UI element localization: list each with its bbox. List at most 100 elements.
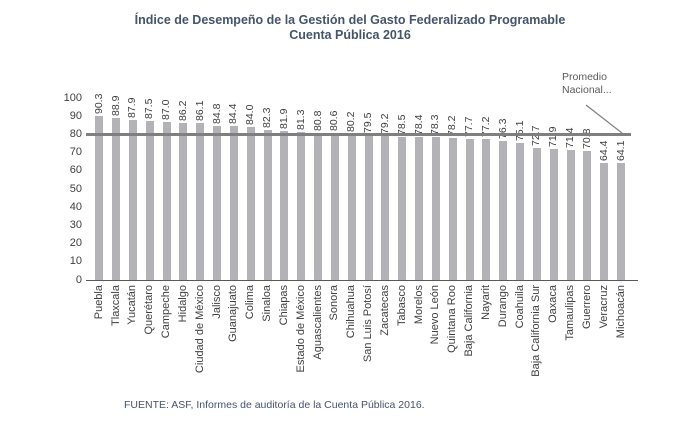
x-category-label: Oaxaca [547,285,560,323]
source-note: FUENTE: ASF, Informes de auditoría de la… [124,399,425,411]
bar [583,151,592,280]
bar [465,138,474,280]
bar-value-label: 64.4 [597,140,610,161]
x-category-label: Chihuahua [345,285,358,339]
national-average-line [86,132,631,136]
bar [415,137,424,280]
bar-value-label: 82.3 [261,107,274,129]
x-category-label: Quintana Roo [446,285,459,353]
bar [566,150,575,280]
bar-value-label: 84.0 [244,104,257,126]
bar [600,162,609,280]
bar [145,120,154,280]
x-category-label: Michoacán [614,285,627,339]
bar [95,115,104,280]
bar [448,137,457,280]
bar-value-label: 87.9 [126,97,139,119]
y-tick-label: 50 [69,182,82,195]
y-tick-label: 20 [69,237,82,250]
bar [431,137,440,280]
bar [549,149,558,280]
bar [532,147,541,280]
bar-value-label: 87.5 [143,98,156,119]
bar [263,130,272,280]
x-category-label: Tabasco [395,285,408,326]
bar [162,121,171,280]
y-tick-label: 40 [69,200,82,213]
bar-value-label: 84.8 [210,103,223,124]
x-category-label: Puebla [92,285,105,320]
x-category-label: Morelos [412,285,425,325]
y-tick-label: 30 [69,218,82,231]
bar-value-label: 86.2 [176,100,189,122]
x-category-label: Veracruz [597,285,610,329]
bar-value-label: 78.2 [446,115,459,136]
bar [112,118,121,280]
bar-value-label: 84.4 [227,103,240,125]
bar-value-label: 81.3 [294,109,307,131]
x-category-label: Sinaloa [261,285,274,322]
x-category-label: Querétaro [143,285,156,335]
bar-value-label: 86.1 [193,100,206,122]
x-category-label: Nayarit [479,285,492,320]
x-category-label: Chiapas [277,285,290,326]
y-tick-label: 0 [75,273,82,286]
bar [347,134,356,280]
bar [516,143,525,280]
bar [381,135,390,280]
x-axis-line [86,280,638,281]
x-category-label: Sonora [328,285,341,321]
bar [398,137,407,280]
bar [617,163,626,280]
bar-value-label: 64.1 [614,140,627,162]
bar-value-label: 78.5 [395,114,408,136]
bar-value-label: 80.8 [311,110,324,131]
bar [179,123,188,280]
national-average-annotation: Promedio Nacional... [562,71,612,96]
x-category-label: Aguascalientes [311,285,324,360]
bar [482,139,491,280]
bar-value-label: 87.0 [160,99,173,120]
bar-value-label: 90.3 [92,93,105,114]
x-category-label: Ciudad de México [193,285,206,374]
x-category-label: Jalisco [210,285,223,319]
bar [297,132,306,280]
x-category-label: Hidalgo [176,285,189,323]
bar-value-label: 79.5 [362,112,375,134]
bar [128,120,137,280]
x-category-label: Guerrero [580,285,593,330]
x-category-label: San Luis Potosí [362,285,375,363]
x-category-label: Coahuila [513,285,526,329]
bar [213,125,222,280]
y-tick-label: 80 [69,127,82,140]
bar-value-label: 77.2 [479,117,492,138]
bar-value-label: 71.4 [564,127,577,149]
bar [196,123,205,280]
bar-value-label: 80.2 [345,111,358,133]
bar [280,130,289,280]
bar [330,133,339,280]
y-tick-label: 10 [69,255,82,268]
x-category-label: Durango [496,285,509,328]
y-tick-label: 60 [69,164,82,177]
x-category-label: Yucatán [126,285,139,325]
bar-value-label: 78.3 [429,115,442,136]
bar-value-label: 88.9 [109,95,122,117]
chart-title-line1: Índice de Desempeño de la Gestión del Ga… [134,13,566,27]
x-category-label: Nuevo León [429,285,442,345]
bar [246,127,255,280]
bar-value-label: 80.6 [328,110,341,132]
x-category-label: Estado de México [294,285,307,373]
x-category-label: Tamaulipas [564,285,577,341]
bar [364,135,373,280]
bar [499,141,508,280]
bar [229,126,238,280]
x-category-label: Colima [244,285,257,320]
bar-value-label: 71.9 [547,126,560,148]
chart-title-line2: Cuenta Pública 2016 [289,28,411,42]
x-category-label: Baja California [463,285,476,357]
bar-value-label: 72.7 [530,106,543,145]
bar [314,132,323,280]
chart-title: Índice de Desempeño de la Gestión del Ga… [0,13,700,43]
